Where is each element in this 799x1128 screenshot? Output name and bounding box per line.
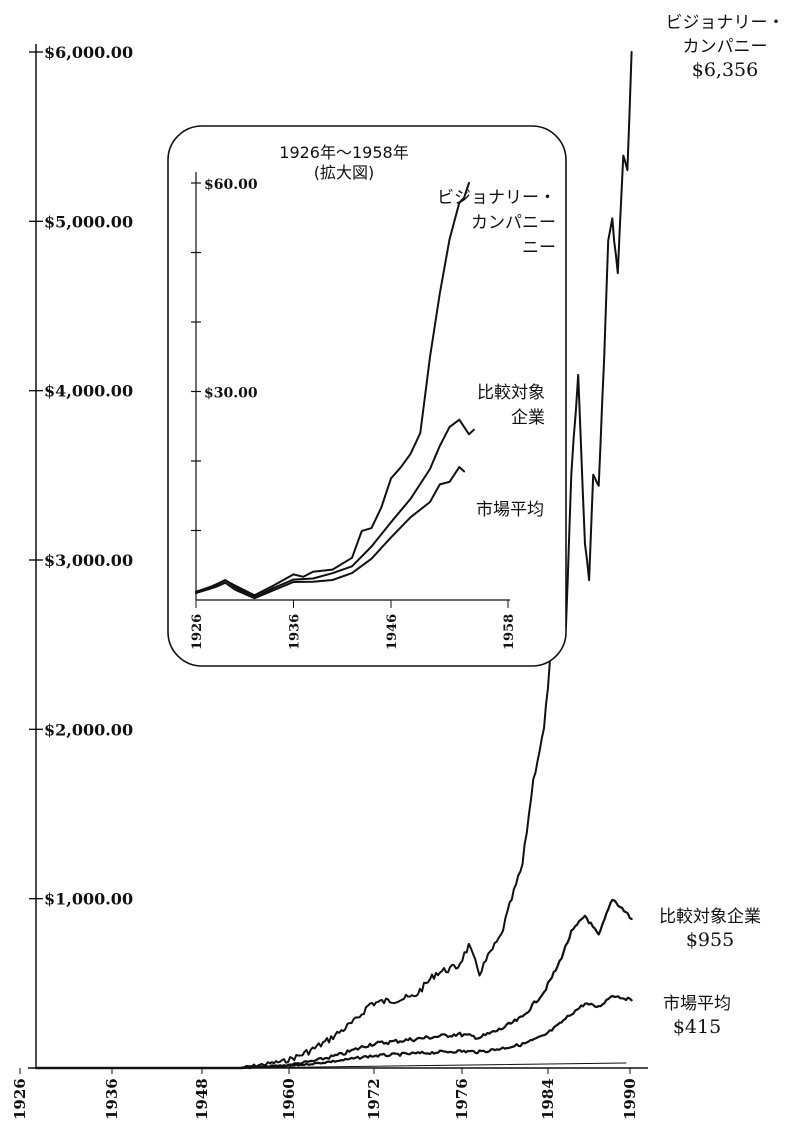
inset-x-tick-label: 1946 xyxy=(385,614,400,650)
inset-title-line: (拡大図) xyxy=(314,163,375,182)
inset-title-line: 1926年〜1958年 xyxy=(279,143,408,162)
main-x-ticks: 1926 1936 1948 1960 1972 1976 1984 1990 xyxy=(11,1068,639,1120)
main-y-tick-label: $1,000.00 xyxy=(44,890,133,909)
main-x-tick-label: 1984 xyxy=(539,1078,557,1120)
inset-series-lines xyxy=(195,182,475,600)
main-y-tick-label: $6,000.00 xyxy=(44,43,133,62)
inset-series-name: ニー xyxy=(522,238,556,258)
inset-series-name: 企業 xyxy=(511,408,545,428)
main-y-tick-label: $3,000.00 xyxy=(44,551,133,570)
inset-x-ticks: 1926 1936 1946 1958 xyxy=(190,600,517,650)
main-series-name: カンパニー xyxy=(683,37,768,57)
main-x-tick-label: 1960 xyxy=(280,1078,298,1120)
inset-series-line-1 xyxy=(195,182,470,597)
main-y-tick-label: $2,000.00 xyxy=(44,720,133,739)
inset-series-line-3 xyxy=(195,466,466,600)
main-series-end-value: $6,356 xyxy=(692,59,758,81)
main-series-name: ビジョナリー・ xyxy=(666,13,785,33)
main-y-tick-label: $4,000.00 xyxy=(44,382,133,401)
inset-series-name: ビジョナリー・ xyxy=(437,188,556,208)
main-series-end-value: $415 xyxy=(673,1016,721,1038)
main-series-labels: ビジョナリー・カンパニー$6,356 比較対象企業$955 市場平均$415 xyxy=(659,13,785,1038)
main-series-end-value: $955 xyxy=(686,929,734,951)
inset-y-tick-label: $30.00 xyxy=(204,386,258,402)
inset-y-ticks: $30.00 $60.00 xyxy=(191,177,258,532)
main-series-line-2 xyxy=(34,898,633,1070)
main-series-line-3 xyxy=(34,994,633,1070)
main-series-name: 比較対象企業 xyxy=(659,907,761,927)
inset-y-tick-label: $60.00 xyxy=(204,177,258,193)
main-y-ticks: $1,000.00 $2,000.00 $3,000.00 $4,000.00 $5,0… xyxy=(29,43,133,909)
inset-x-tick-label: 1936 xyxy=(288,614,303,650)
inset-series-name: カンパニー xyxy=(471,213,556,233)
main-x-tick-label: 1926 xyxy=(11,1078,29,1120)
main-x-tick-label: 1976 xyxy=(453,1078,471,1120)
main-x-tick-label: 1990 xyxy=(621,1078,639,1120)
main-x-tick-label: 1948 xyxy=(193,1078,211,1120)
main-series-lines xyxy=(34,51,633,1070)
inset-series-line-2 xyxy=(195,418,475,599)
main-x-tick-label: 1936 xyxy=(103,1078,121,1120)
inset-title: 1926年〜1958年(拡大図) xyxy=(279,143,408,182)
inset-x-tick-label: 1926 xyxy=(190,614,205,650)
main-x-tick-label: 1972 xyxy=(365,1078,383,1120)
inset-x-tick-label: 1958 xyxy=(502,614,517,650)
inset-series-name: 市場平均 xyxy=(476,500,544,520)
main-baseline-trace xyxy=(239,1062,627,1069)
main-series-name: 市場平均 xyxy=(663,994,731,1014)
inset-series-name: 比較対象 xyxy=(477,383,545,403)
main-y-tick-label: $5,000.00 xyxy=(44,212,133,231)
inset-frame xyxy=(167,125,567,667)
